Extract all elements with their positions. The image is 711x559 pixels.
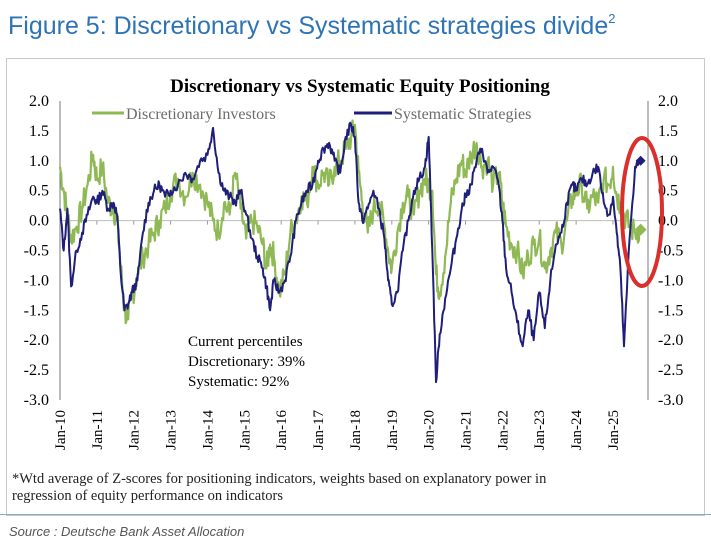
- chart-title: Discretionary vs Systematic Equity Posit…: [170, 76, 550, 97]
- y-tick-label-right: -0.5: [658, 243, 683, 260]
- y-tick-label-right: 1.0: [658, 153, 678, 170]
- footnote-line-2: regression of equity performance on indi…: [12, 488, 283, 504]
- x-tick-label: Jan-19: [385, 410, 401, 450]
- y-tick-label-left: -2.0: [24, 332, 49, 349]
- x-tick-label: Jan-24: [569, 410, 585, 450]
- x-tick-label: Jan-15: [237, 410, 253, 450]
- y-tick-label-left: 1.5: [29, 123, 49, 140]
- x-tick-label: Jan-17: [311, 410, 327, 450]
- y-tick-label-left: 0.5: [29, 183, 49, 200]
- x-tick-label: Jan-16: [274, 410, 290, 450]
- footnote-line-1: *Wtd average of Z-scores for positioning…: [12, 471, 547, 487]
- y-tick-label-right: -1.0: [658, 272, 683, 289]
- y-tick-label-right: 1.5: [658, 123, 678, 140]
- percentiles-annotation: Current percentiles Discretionary: 39% S…: [188, 334, 305, 390]
- y-tick-label-left: 0.0: [29, 213, 49, 230]
- figure-title: Figure 5: Discretionary vs Systematic st…: [8, 10, 698, 41]
- series-line-discretionary: [58, 119, 642, 325]
- annotation-systematic: Systematic: 92%: [188, 374, 289, 390]
- x-tick-label: Jan-11: [90, 410, 106, 449]
- source-divider: [0, 514, 711, 515]
- y-tick-label-left: -1.5: [24, 302, 49, 319]
- y-tick-label-right: -3.0: [658, 392, 683, 409]
- figure-title-footnote-marker: 2: [608, 10, 616, 26]
- x-tick-label: Jan-14: [200, 410, 216, 450]
- annotation-heading: Current percentiles: [188, 334, 303, 350]
- x-tick-label: Jan-12: [127, 410, 143, 450]
- y-tick-label-left: -1.0: [24, 272, 49, 289]
- x-axis-labels: Jan-10 Jan-11 Jan-12 Jan-13 Jan-14 Jan-15 Jan-…: [53, 220, 622, 450]
- series-line-systematic: [59, 121, 642, 384]
- x-tick-label: Jan-20: [422, 410, 438, 450]
- series-lines: [58, 119, 647, 384]
- y-tick-label-left: -2.5: [24, 362, 49, 379]
- y-tick-label-right: 2.0: [658, 93, 678, 110]
- x-tick-label: Jan-13: [164, 410, 180, 450]
- x-tick-label: Jan-25: [606, 410, 622, 450]
- source-note: Source : Deutsche Bank Asset Allocation: [9, 524, 245, 539]
- x-tick-label: Jan-10: [53, 410, 69, 450]
- y-tick-label-left: -3.0: [24, 392, 49, 409]
- legend-label-discretionary: Discretionary Investors: [126, 106, 276, 123]
- axes: 2.0 2.01.5 1.51.0 1.00.5 0.50.0 0.0-0.5 -0.5-1…: [24, 93, 684, 409]
- legend-label-systematic: Systematic Strategies: [394, 106, 531, 123]
- y-tick-label-left: 1.0: [29, 153, 49, 170]
- y-tick-label-right: -1.5: [658, 302, 683, 319]
- x-tick-label: Jan-23: [532, 410, 548, 450]
- x-tick-label: Jan-21: [459, 410, 475, 450]
- y-tick-label-left: 2.0: [29, 93, 49, 110]
- x-tick-label: Jan-22: [495, 410, 511, 450]
- y-tick-label-right: -2.5: [658, 362, 683, 379]
- annotation-discretionary: Discretionary: 39%: [188, 354, 305, 370]
- endpoint-marker-systematic: [635, 155, 646, 166]
- x-tick-label: Jan-18: [348, 410, 364, 450]
- y-tick-label-left: -0.5: [24, 243, 49, 260]
- endpoint-marker-discretionary: [634, 223, 647, 236]
- legend: Discretionary Investors Systematic Strat…: [92, 106, 531, 123]
- y-tick-label-right: -2.0: [658, 332, 683, 349]
- highlight-ellipse: [620, 136, 664, 288]
- figure-title-text: Figure 5: Discretionary vs Systematic st…: [8, 12, 609, 40]
